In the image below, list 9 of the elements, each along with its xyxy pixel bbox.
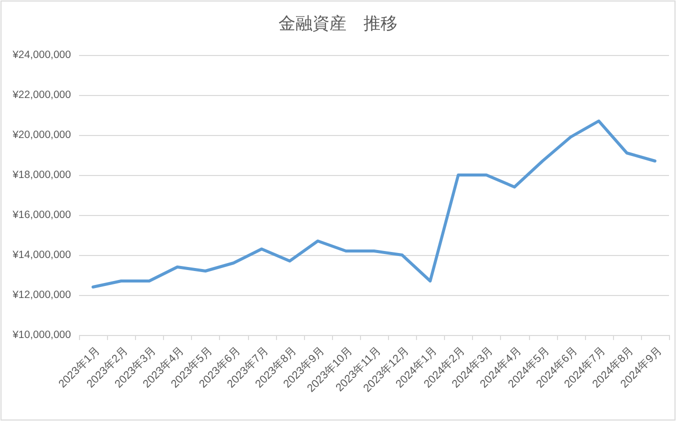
y-tick-label: ¥12,000,000 (12, 289, 72, 301)
y-tick-label: ¥16,000,000 (12, 209, 72, 221)
y-tick-label: ¥20,000,000 (12, 129, 72, 141)
y-tick-label: ¥10,000,000 (12, 329, 72, 341)
y-tick-label: ¥18,000,000 (12, 169, 72, 181)
title: 金融資産 推移 (278, 14, 398, 33)
y-tick-label: ¥22,000,000 (12, 89, 72, 101)
y-tick-label: ¥24,000,000 (12, 49, 72, 61)
y-tick-label: ¥14,000,000 (12, 249, 72, 261)
